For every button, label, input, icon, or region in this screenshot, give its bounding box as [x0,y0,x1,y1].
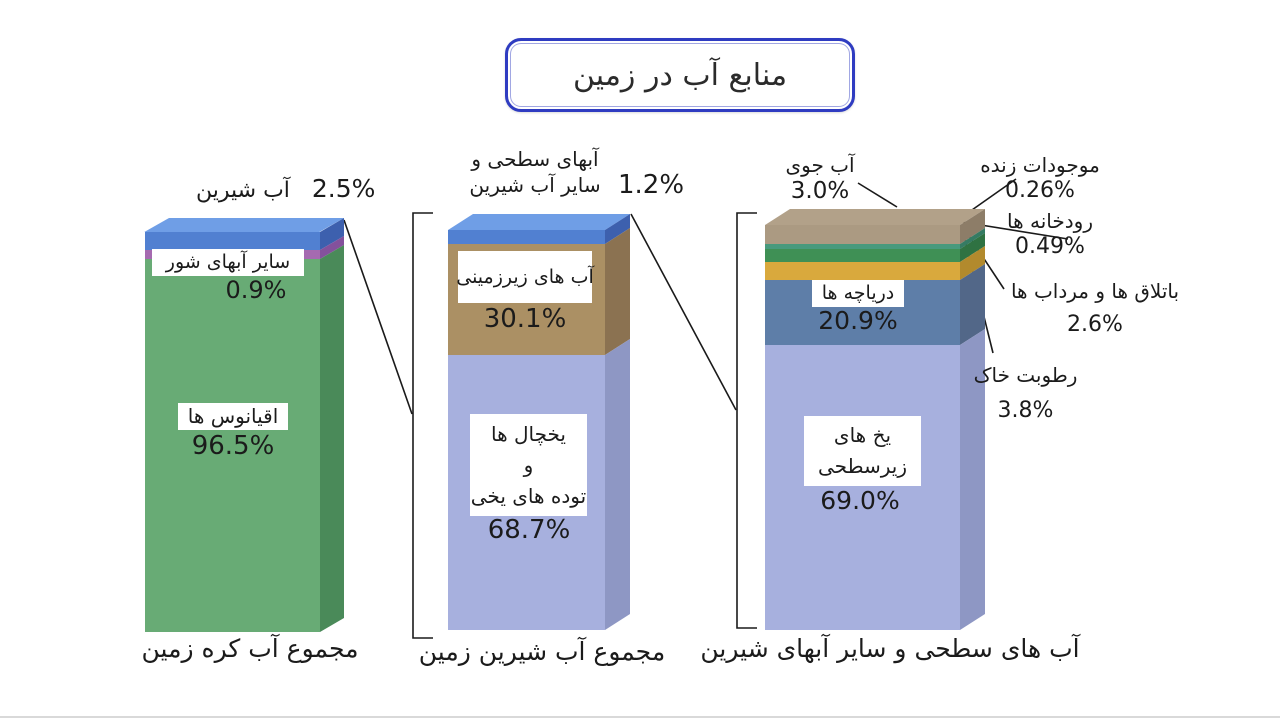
title-box: منابع آب در زمین [505,38,855,112]
bar2-side-face [605,213,630,630]
saline-water-pct: 0.9% [225,276,287,304]
lakes-pct: 20.9% [818,306,898,335]
swamps-label: باتلاق ها و مرداب ها [1010,279,1180,303]
glaciers-label-line2: و [523,452,534,477]
subsurface-ice-label-line2: زیرسطحی [817,454,907,478]
bar1-side-oceans [320,244,344,633]
groundwater-label-box: آب های زیرزمینی [456,251,594,303]
surface-water-label-line1: آبهای سطحی و [471,147,599,171]
swamps-callout: باتلاق ها و مرداب ها 2.6% [1000,278,1190,338]
rivers-callout: رودخانه ها 0.49% [1000,208,1100,260]
glaciers-pct: 68.7% [487,515,571,545]
bar2-surface-callout: آبهای سطحی و سایر آب شیرین [450,146,620,198]
subsurface-ice-label-line1: یخ های [833,423,892,447]
bar1-segment-oceans [145,259,320,632]
bar2-segment-surface-water [448,230,605,244]
page-title: منابع آب در زمین [572,57,788,93]
expansion-line-bar1-to-bar2 [343,219,413,415]
bar3-segment-organisms [765,244,960,249]
oceans-pct: 96.5% [191,431,275,461]
saline-water-label: سایر آبهای شور [165,251,291,273]
bracket-bar2 [412,212,433,639]
soil-moisture-label: رطوبت خاک [973,363,1078,387]
swamps-pct: 2.6% [1067,312,1123,337]
subsurface-ice-label-box: یخ های زیرسطحی [804,416,921,486]
atmospheric-water-label: آب جوی [785,153,855,177]
bar1-side-face [320,217,344,633]
glaciers-label-line3: توده های یخی [470,483,587,508]
subsurface-ice-pct: 69.0% [820,486,900,515]
groundwater-pct: 30.1% [483,304,567,334]
slide-bottom-edge [0,716,1280,718]
bar3-surface-waters [765,225,960,630]
soil-moisture-pct: 3.8% [997,398,1054,423]
rivers-label: رودخانه ها [1007,209,1093,233]
glaciers-label-box: یخچال ها و توده های یخی [470,414,587,516]
bar3-segment-rivers [765,249,960,262]
bar3-top-face [765,209,985,225]
oceans-label-box: اقیانوس ها [178,403,288,430]
bar2-top-face [448,214,630,230]
fresh-water-pct: 2.5% [311,174,376,203]
bar1-top-face [144,218,344,232]
bar1-total-earth-water [145,232,320,632]
bar3-caption: آب های سطحی و سایر آبهای شیرین [700,634,1080,663]
atmospheric-water-pct: 3.0% [790,178,850,204]
living-organisms-callout: موجودات زنده 0.26% [980,152,1100,204]
oceans-label: اقیانوس ها [187,404,279,428]
glaciers-label-line1: یخچال ها [490,421,566,446]
atmospheric-water-callout: آب جوی 3.0% [770,152,870,204]
lakes-label: دریاچه ها [821,282,895,304]
bar1-caption: مجموع آب کره زمین [141,634,359,663]
living-organisms-label: موجودات زنده [980,153,1100,177]
bar2-caption: مجموع آب شیرین زمین [418,637,666,666]
lakes-label-box: دریاچه ها [812,280,904,307]
bar2-side-groundwater [605,227,630,355]
bar3-segment-swamps [765,262,960,280]
groundwater-label: آب های زیرزمینی [456,265,594,288]
saline-water-label-box: سایر آبهای شور [152,249,304,276]
bar1-fresh-water-callout: آب شیرین 2.5% [196,174,375,203]
bar1-segment-fresh-water [145,232,320,250]
soil-moisture-callout: رطوبت خاک 3.8% [968,362,1083,424]
expansion-line-bar2-to-bar3 [630,213,737,411]
living-organisms-pct: 0.26% [1005,178,1075,203]
surface-water-label-line2: سایر آب شیرین [469,173,601,197]
bar3-segment-atmospheric [765,225,960,244]
bar3-segment-ice [765,345,960,630]
surface-water-pct: 1.2% [617,170,685,200]
bar2-side-glaciers [605,338,630,630]
fresh-water-label: آب شیرین [196,178,290,203]
bracket-bar3 [736,212,757,629]
rivers-pct: 0.49% [1015,234,1085,259]
